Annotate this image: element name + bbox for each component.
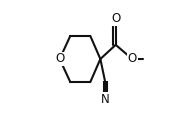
Text: O: O [55, 53, 64, 65]
Text: O: O [111, 12, 120, 25]
Text: N: N [101, 93, 109, 106]
Text: O: O [128, 53, 137, 65]
